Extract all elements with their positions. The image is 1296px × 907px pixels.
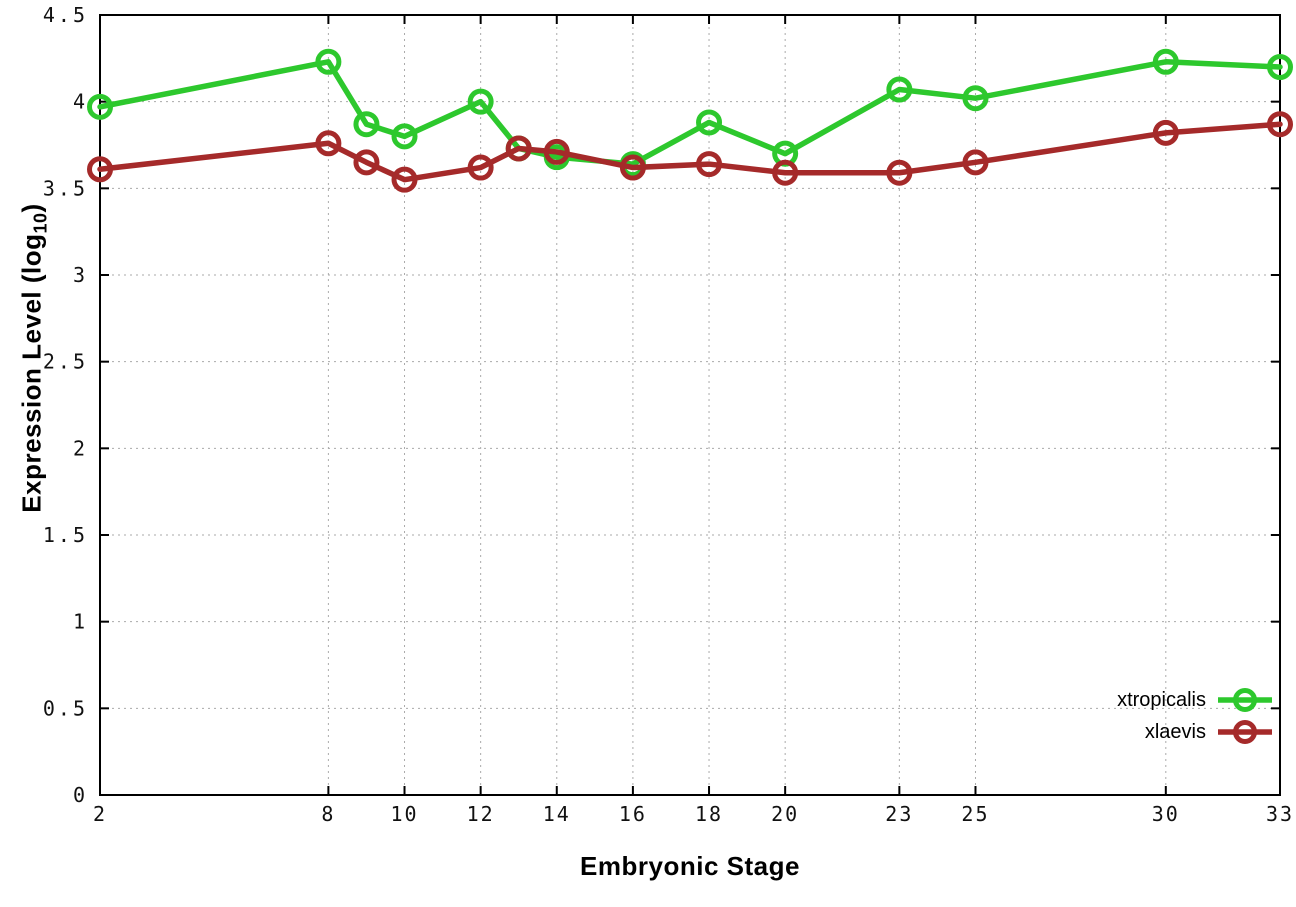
x-tick-label: 18 bbox=[695, 802, 723, 826]
legend-series-marker-icon bbox=[1218, 688, 1272, 712]
x-tick-label: 30 bbox=[1152, 802, 1180, 826]
y-tick-label: 2.5 bbox=[43, 350, 88, 374]
data-point-xtropicalis bbox=[391, 123, 418, 150]
x-tick-label: 10 bbox=[390, 802, 418, 826]
data-point-xtropicalis bbox=[467, 88, 494, 115]
legend-label: xlaevis bbox=[1144, 720, 1206, 743]
x-tick-label: 20 bbox=[771, 802, 799, 826]
data-point-xlaevis bbox=[467, 154, 494, 181]
x-tick-label: 16 bbox=[619, 802, 647, 826]
x-tick-label: 23 bbox=[885, 802, 913, 826]
x-tick-label: 33 bbox=[1266, 802, 1294, 826]
data-point-xtropicalis bbox=[696, 109, 723, 136]
legend: xtropicalis xlaevis bbox=[1117, 687, 1274, 745]
data-point-xlaevis bbox=[353, 149, 380, 176]
data-point-xlaevis bbox=[1152, 119, 1179, 146]
y-tick-label: 1 bbox=[73, 610, 88, 634]
legend-series-marker-icon bbox=[1218, 720, 1272, 744]
y-tick-label: 0 bbox=[73, 783, 88, 807]
x-tick-label: 8 bbox=[321, 802, 335, 826]
data-point-xlaevis bbox=[505, 135, 532, 162]
data-point-xtropicalis bbox=[315, 48, 342, 75]
data-point-xtropicalis bbox=[353, 111, 380, 138]
y-tick-label: 2 bbox=[73, 436, 88, 460]
data-point-xtropicalis bbox=[962, 85, 989, 112]
data-point-xlaevis bbox=[619, 154, 646, 181]
data-point-xtropicalis bbox=[886, 76, 913, 103]
legend-label: xtropicalis bbox=[1117, 688, 1206, 711]
y-tick-label: 4.5 bbox=[43, 3, 88, 27]
y-axis-title-subscript: 10 bbox=[30, 212, 51, 234]
data-point-xlaevis bbox=[696, 151, 723, 178]
x-tick-label: 12 bbox=[467, 802, 495, 826]
data-point-xlaevis bbox=[315, 130, 342, 157]
y-tick-label: 4 bbox=[73, 90, 88, 114]
x-tick-label: 2 bbox=[93, 802, 107, 826]
data-point-xlaevis bbox=[1267, 111, 1293, 138]
legend-entry-xlaevis: xlaevis bbox=[1145, 719, 1274, 745]
y-tick-label: 3 bbox=[73, 263, 88, 287]
data-point-xlaevis bbox=[962, 149, 989, 176]
y-tick-label: 0.5 bbox=[43, 696, 88, 720]
data-point-xtropicalis bbox=[87, 93, 113, 120]
y-tick-label: 1.5 bbox=[43, 523, 88, 547]
x-axis-title: Embryonic Stage bbox=[580, 851, 800, 881]
data-point-xtropicalis bbox=[1267, 54, 1293, 80]
y-tick-label: 3.5 bbox=[43, 176, 88, 200]
data-point-xtropicalis bbox=[1152, 48, 1179, 75]
data-point-xlaevis bbox=[772, 159, 799, 186]
legend-entry-xtropicalis: xtropicalis bbox=[1117, 687, 1274, 713]
data-point-xlaevis bbox=[543, 138, 570, 165]
x-tick-label: 25 bbox=[961, 802, 989, 826]
y-axis-title-suffix: ) bbox=[16, 203, 47, 213]
plot-border bbox=[99, 14, 1281, 796]
y-axis-title: Expression Level (log10) bbox=[16, 203, 51, 512]
data-point-xlaevis bbox=[87, 156, 113, 183]
data-point-xlaevis bbox=[391, 166, 418, 193]
y-axis-title-text: Expression Level (log bbox=[16, 233, 47, 513]
data-point-xlaevis bbox=[886, 159, 913, 186]
x-tick-label: 14 bbox=[543, 802, 571, 826]
